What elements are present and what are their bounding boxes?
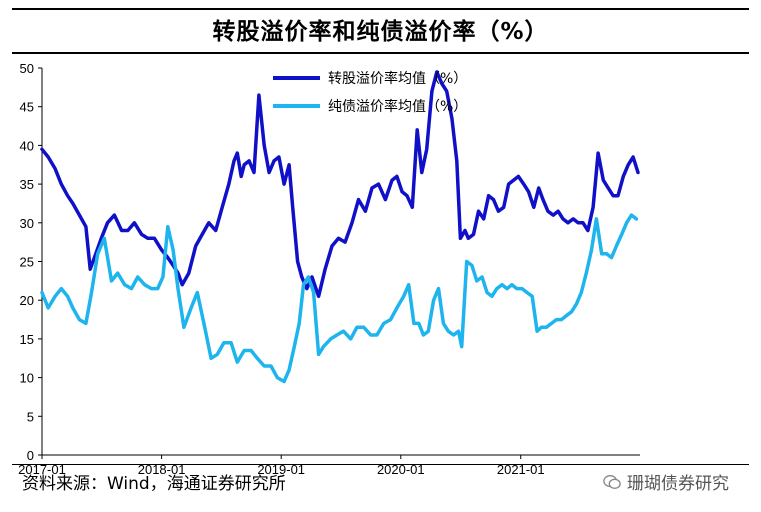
x-tick-label: 2021-01 xyxy=(497,462,545,477)
y-tick-label: 45 xyxy=(20,100,34,115)
watermark: 珊瑚债券研究 xyxy=(603,469,729,494)
y-tick-label: 50 xyxy=(20,61,34,76)
legend-label: 转股溢价率均值（%） xyxy=(328,70,467,87)
axes: 0 5 10 15 20 25 30 35 40 45 50 2017-01 2018-01 2019-0… xyxy=(18,61,640,477)
x-tick-label: 2019-01 xyxy=(257,462,305,477)
y-tick-label: 30 xyxy=(20,216,34,231)
x-tick-label: 2017-01 xyxy=(18,462,66,477)
y-tick-label: 25 xyxy=(20,255,34,270)
legend: 转股溢价率均值（%） 纯债溢价率均值（%） xyxy=(273,70,467,115)
title-bar: 转股溢价率和纯债溢价率（%） xyxy=(12,8,749,54)
source-note: 资料来源：Wind，海通证券研究所 xyxy=(22,474,286,494)
y-tick-label: 15 xyxy=(20,332,34,347)
y-tick-label: 0 xyxy=(27,448,34,463)
source-bar: 资料来源：Wind，海通证券研究所 珊瑚债券研究 xyxy=(12,464,749,499)
y-tick-label: 20 xyxy=(20,293,34,308)
y-tick-label: 5 xyxy=(27,409,34,424)
wechat-icon xyxy=(603,474,621,489)
legend-label: 纯债溢价率均值（%） xyxy=(328,98,467,115)
y-tick-label: 10 xyxy=(20,371,34,386)
x-tick-label: 2020-01 xyxy=(377,462,425,477)
chart-title: 转股溢价率和纯债溢价率（%） xyxy=(212,19,549,45)
y-tick-label: 35 xyxy=(20,177,34,192)
x-tick-label: 2018-01 xyxy=(138,462,186,477)
watermark-text: 珊瑚债券研究 xyxy=(627,474,729,494)
series-lines xyxy=(40,70,640,384)
series-line-bond-premium xyxy=(40,213,639,384)
series-line-conversion-premium xyxy=(40,70,640,299)
y-tick-label: 40 xyxy=(20,138,34,153)
